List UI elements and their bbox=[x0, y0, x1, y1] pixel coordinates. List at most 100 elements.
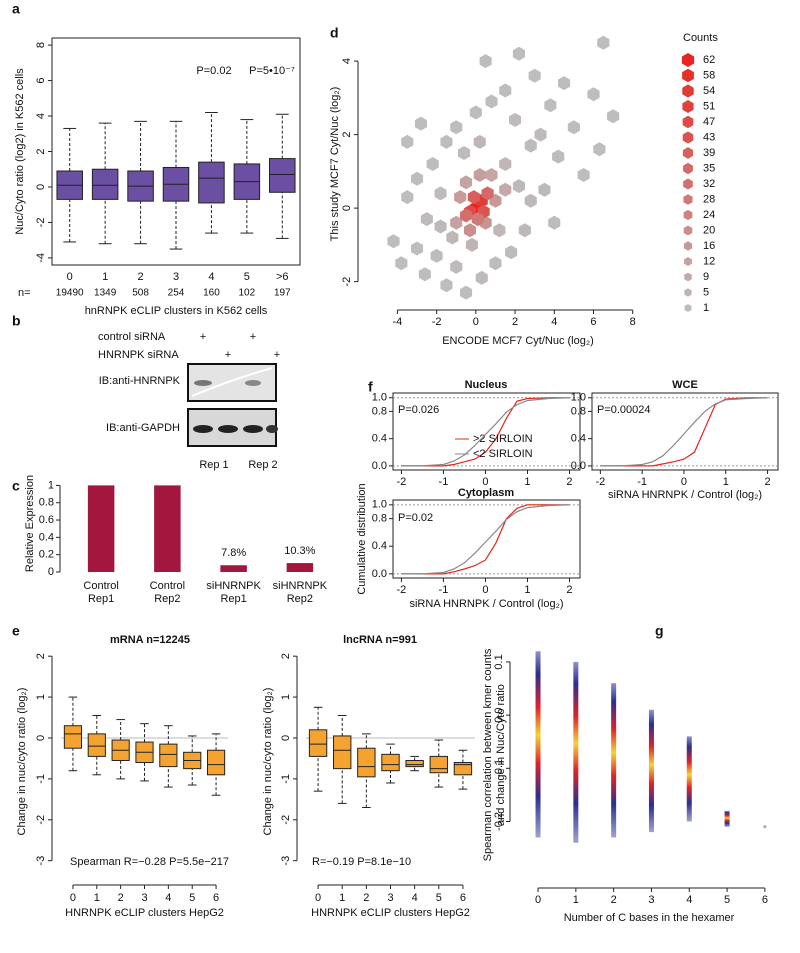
legend-swatch bbox=[683, 225, 693, 236]
count-label: 508 bbox=[132, 288, 149, 299]
panel-label: g bbox=[655, 623, 664, 639]
x-tick-label: 3 bbox=[173, 271, 179, 283]
annotation: P=0.026 bbox=[398, 404, 439, 416]
x-tick-label: 4 bbox=[208, 271, 214, 283]
hex-bin bbox=[473, 134, 486, 149]
x-tick-label: 3 bbox=[387, 892, 393, 904]
y-tick-label: -2 bbox=[35, 218, 47, 228]
y-tick-label: 0.4 bbox=[39, 531, 54, 543]
bar bbox=[87, 485, 115, 572]
x-tick-label: 3 bbox=[648, 894, 654, 906]
hex-bin bbox=[454, 190, 467, 205]
box bbox=[405, 759, 424, 768]
x-tick-label: 2 bbox=[118, 892, 124, 904]
y-tick-label: 0 bbox=[280, 735, 292, 741]
x-tick-label: 2 bbox=[566, 476, 572, 488]
legend-swatch bbox=[682, 131, 694, 144]
hex-bin bbox=[401, 190, 414, 205]
y-tick-label: 0.1 bbox=[493, 654, 505, 669]
x-tick-label: 1 bbox=[573, 894, 579, 906]
annotation: P=5•10⁻⁷ bbox=[249, 65, 295, 77]
hex-bin bbox=[544, 98, 557, 113]
legend-label: 1 bbox=[703, 302, 709, 314]
hex-bin bbox=[440, 134, 453, 149]
hex-bin bbox=[577, 168, 590, 182]
x-tick-label: 2 bbox=[138, 271, 144, 283]
y-tick-label: -4 bbox=[35, 253, 47, 263]
x-tick-label: siHNRNPK bbox=[206, 580, 261, 592]
hex-bin bbox=[597, 35, 610, 50]
hex-bin bbox=[458, 146, 471, 160]
legend-swatch bbox=[683, 241, 693, 251]
y-tick-label: 0 bbox=[35, 184, 47, 190]
bar bbox=[220, 565, 247, 572]
y-tick-label: 0.4 bbox=[372, 433, 387, 445]
y-tick-label: 1.0 bbox=[571, 392, 586, 404]
x-tick-label: 6 bbox=[590, 316, 596, 328]
n-label: n= bbox=[18, 287, 31, 299]
y-tick-label: 2 bbox=[35, 653, 47, 659]
hex-bin bbox=[450, 215, 463, 230]
x-tick-label: >6 bbox=[276, 271, 289, 283]
x-tick-label: 5 bbox=[436, 892, 442, 904]
x-tick-label: 1 bbox=[94, 892, 100, 904]
y-axis-label: Change in nuc/cyto ratio (log₂) bbox=[16, 688, 28, 836]
count-label: 19490 bbox=[56, 288, 84, 299]
y-tick-label: -1 bbox=[280, 774, 292, 784]
y-tick-label: 0.0 bbox=[493, 707, 505, 722]
y-tick-label: 0.4 bbox=[372, 540, 387, 552]
y-tick-label: 6 bbox=[35, 78, 47, 84]
hex-bin bbox=[450, 120, 463, 135]
x-tick-label: 0 bbox=[482, 584, 488, 596]
y-tick-label: 0 bbox=[48, 566, 54, 578]
y-axis-label: Spearman correlation between kmer counts bbox=[482, 648, 494, 861]
cdf-line bbox=[600, 397, 768, 467]
y-tick-label: 2 bbox=[341, 132, 353, 138]
x-tick-label: 0 bbox=[315, 892, 321, 904]
plus-mark: + bbox=[250, 331, 256, 343]
hex-bin bbox=[467, 190, 480, 205]
hex-bin bbox=[469, 105, 482, 120]
y-axis-label: and change in Nuc/Cyto ratio bbox=[495, 684, 507, 826]
cdf-line bbox=[401, 397, 570, 467]
blot-band bbox=[266, 425, 278, 433]
box bbox=[87, 733, 106, 757]
x-tick-label: -2 bbox=[397, 584, 407, 596]
cdf-line bbox=[401, 504, 570, 575]
legend-label: 28 bbox=[703, 193, 715, 205]
legend-swatch bbox=[683, 162, 693, 175]
value-label: 10.3% bbox=[284, 545, 315, 557]
hex-bin bbox=[434, 219, 447, 234]
hex-bin bbox=[420, 212, 433, 227]
plus-mark: + bbox=[274, 349, 280, 361]
x-tick-label: 4 bbox=[412, 892, 418, 904]
box bbox=[429, 755, 448, 774]
box bbox=[308, 729, 328, 757]
y-tick-label: 1 bbox=[48, 479, 54, 491]
y-tick-label: 0.8 bbox=[39, 497, 54, 509]
legend-label: 39 bbox=[703, 147, 715, 159]
legend-swatch bbox=[684, 272, 692, 282]
legend-label: 51 bbox=[703, 100, 715, 112]
panel-label: c bbox=[12, 478, 20, 494]
x-tick-label: 3 bbox=[141, 892, 147, 904]
strip bbox=[686, 736, 692, 822]
box bbox=[63, 725, 83, 749]
x-tick-label: 2 bbox=[566, 584, 572, 596]
hex-bin bbox=[558, 76, 571, 91]
y-tick-label: 1 bbox=[280, 694, 292, 700]
y-tick-label: 1 bbox=[35, 694, 47, 700]
strip bbox=[573, 661, 579, 843]
hex-bin bbox=[538, 182, 551, 197]
hex-bin bbox=[430, 248, 443, 263]
box bbox=[159, 743, 178, 768]
legend-swatch bbox=[682, 100, 694, 113]
x-tick-label: 6 bbox=[762, 894, 768, 906]
hex-bin bbox=[473, 168, 486, 182]
blot-band bbox=[193, 425, 213, 433]
hex-bin bbox=[387, 234, 400, 249]
hex-bin bbox=[528, 68, 541, 83]
hex-bin bbox=[524, 193, 537, 208]
legend-label: <2 SIRLOIN bbox=[473, 448, 533, 460]
y-tick-label: -1 bbox=[35, 774, 47, 784]
